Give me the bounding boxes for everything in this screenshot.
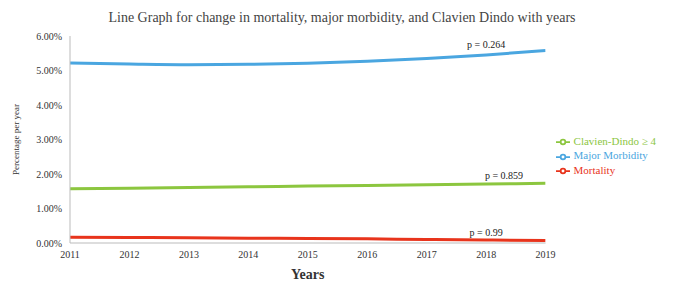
- svg-text:2013: 2013: [179, 249, 199, 260]
- svg-text:4.00%: 4.00%: [36, 100, 62, 111]
- svg-text:6.00%: 6.00%: [36, 31, 62, 42]
- svg-text:1.00%: 1.00%: [36, 203, 62, 214]
- svg-text:2017: 2017: [417, 249, 437, 260]
- svg-text:5.00%: 5.00%: [36, 65, 62, 76]
- svg-text:2018: 2018: [476, 249, 496, 260]
- svg-text:2019: 2019: [536, 249, 556, 260]
- svg-text:0.00%: 0.00%: [36, 238, 62, 249]
- svg-text:2016: 2016: [357, 249, 377, 260]
- svg-text:p = 0.859: p = 0.859: [485, 170, 523, 181]
- svg-text:2.00%: 2.00%: [36, 169, 62, 180]
- html-text:Major Morbidity: Major Morbidity: [573, 149, 648, 162]
- svg-text:2015: 2015: [298, 249, 318, 260]
- html-text:Clavien-Dindo ≥ 4: Clavien-Dindo ≥ 4: [573, 134, 656, 147]
- html-text:Mortality: Mortality: [573, 163, 616, 176]
- html-text:Line Graph for change in morta: Line Graph for change in mortality, majo…: [108, 10, 576, 25]
- svg-text:Years: Years: [291, 267, 325, 282]
- svg-text:2012: 2012: [119, 249, 139, 260]
- svg-text:Percentage per year: Percentage per year: [11, 104, 21, 175]
- svg-text:p = 0.99: p = 0.99: [470, 227, 503, 238]
- svg-text:3.00%: 3.00%: [36, 134, 62, 145]
- svg-text:2011: 2011: [60, 249, 80, 260]
- svg-text:p = 0.264: p = 0.264: [467, 39, 505, 50]
- svg-text:2014: 2014: [238, 249, 258, 260]
